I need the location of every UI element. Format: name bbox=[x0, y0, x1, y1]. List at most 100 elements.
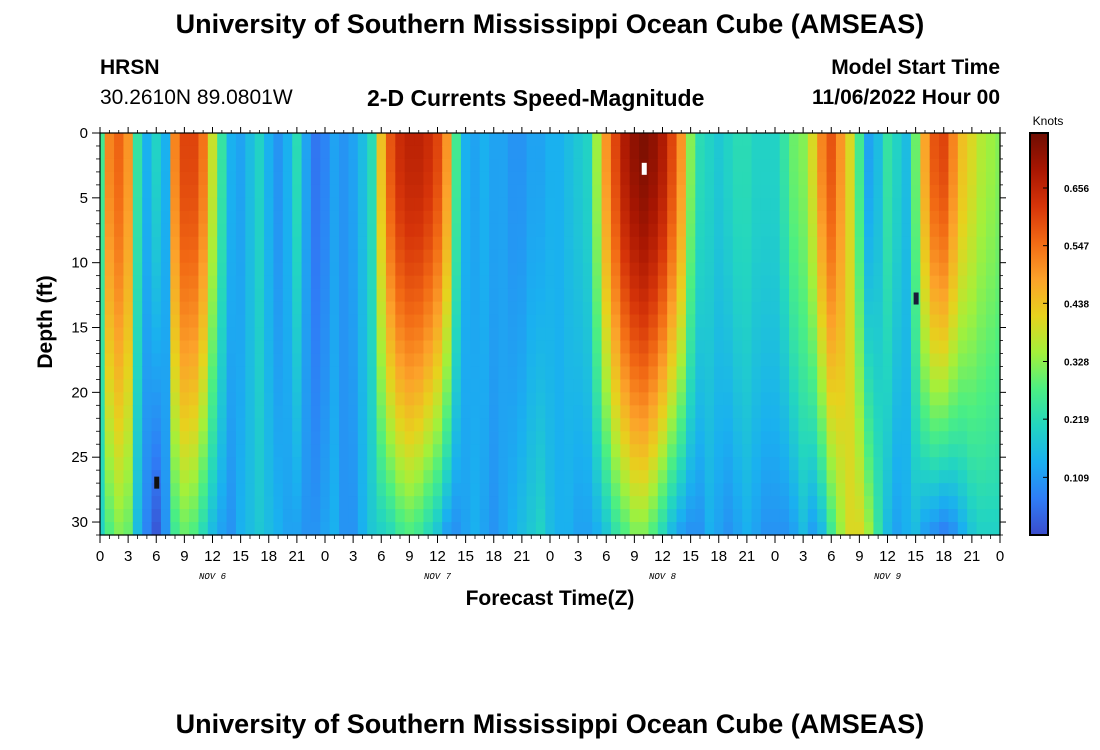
heatmap-cell bbox=[601, 301, 612, 316]
heatmap-cell bbox=[798, 522, 809, 536]
heatmap-cell bbox=[395, 171, 406, 186]
heatmap-cell bbox=[207, 314, 218, 329]
heatmap-cell bbox=[376, 470, 387, 484]
heatmap-cell bbox=[451, 262, 462, 277]
heatmap-cell bbox=[854, 353, 865, 368]
heatmap-cell bbox=[610, 340, 621, 355]
heatmap-cell bbox=[470, 470, 481, 484]
heatmap-cell bbox=[742, 314, 753, 329]
heatmap-cell bbox=[526, 366, 537, 380]
heatmap-cell bbox=[760, 288, 771, 303]
heatmap-cell bbox=[985, 353, 996, 368]
heatmap-cell bbox=[517, 249, 528, 264]
heatmap-cell bbox=[779, 184, 790, 199]
heatmap-cell bbox=[629, 288, 640, 303]
heatmap-cell bbox=[339, 184, 350, 199]
heatmap-cell bbox=[104, 301, 115, 316]
heatmap-cell bbox=[189, 340, 200, 355]
heatmap-cell bbox=[920, 236, 931, 251]
heatmap-cell bbox=[639, 249, 650, 264]
heatmap-cell bbox=[760, 522, 771, 536]
heatmap-cell bbox=[507, 483, 518, 497]
heatmap-cell bbox=[967, 418, 978, 432]
heatmap-cell bbox=[104, 236, 115, 251]
heatmap-cell bbox=[123, 457, 134, 471]
heatmap-cell bbox=[601, 405, 612, 419]
heatmap-cell bbox=[770, 405, 781, 419]
heatmap-cell bbox=[648, 405, 659, 419]
heatmap-cell bbox=[995, 301, 1001, 316]
heatmap-cell bbox=[189, 288, 200, 303]
heatmap-cell bbox=[573, 353, 584, 368]
heatmap-cell bbox=[310, 340, 321, 355]
heatmap-cell bbox=[723, 262, 734, 277]
heatmap-cell bbox=[207, 171, 218, 186]
heatmap-cell bbox=[985, 184, 996, 199]
heatmap-cell bbox=[423, 158, 434, 173]
heatmap-cell bbox=[714, 133, 725, 147]
heatmap-cell bbox=[160, 275, 171, 290]
heatmap-cell bbox=[789, 496, 800, 510]
heatmap-cell bbox=[760, 236, 771, 251]
heatmap-cell bbox=[845, 184, 856, 199]
heatmap-cell bbox=[395, 158, 406, 173]
heatmap-cell bbox=[939, 210, 950, 225]
heatmap-cell bbox=[967, 496, 978, 510]
heatmap-cell bbox=[714, 392, 725, 406]
heatmap-cell bbox=[751, 133, 762, 147]
heatmap-cell bbox=[592, 171, 603, 186]
heatmap-cell bbox=[526, 223, 537, 238]
heatmap-cell bbox=[451, 340, 462, 355]
heatmap-cell bbox=[292, 262, 303, 277]
heatmap-cell bbox=[564, 496, 575, 510]
heatmap-cell bbox=[854, 133, 865, 147]
heatmap-cell bbox=[245, 483, 256, 497]
heatmap-cell bbox=[479, 249, 490, 264]
heatmap-cell bbox=[582, 327, 593, 342]
heatmap-cell bbox=[639, 223, 650, 238]
heatmap-cell bbox=[920, 470, 931, 484]
heatmap-cell bbox=[479, 444, 490, 458]
heatmap-cell bbox=[217, 288, 228, 303]
heatmap-cell bbox=[601, 431, 612, 445]
heatmap-cell bbox=[348, 262, 359, 277]
heatmap-cell bbox=[845, 379, 856, 393]
heatmap-cell bbox=[639, 392, 650, 406]
heatmap-cell bbox=[264, 366, 275, 380]
heatmap-cell bbox=[667, 249, 678, 264]
heatmap-cell bbox=[742, 379, 753, 393]
heatmap-cell bbox=[545, 262, 556, 277]
heatmap-cell bbox=[601, 379, 612, 393]
heatmap-cell bbox=[217, 133, 228, 147]
heatmap-cell bbox=[873, 314, 884, 329]
heatmap-cell bbox=[657, 262, 668, 277]
heatmap-cell bbox=[873, 509, 884, 523]
heatmap-cell bbox=[226, 457, 237, 471]
heatmap-cell bbox=[967, 470, 978, 484]
heatmap-cell bbox=[695, 301, 706, 316]
heatmap-cell bbox=[142, 171, 153, 186]
heatmap-cell bbox=[939, 171, 950, 186]
heatmap-cell bbox=[807, 509, 818, 523]
heatmap-cell bbox=[629, 210, 640, 225]
heatmap-cell bbox=[226, 184, 237, 199]
heatmap-cell bbox=[282, 236, 293, 251]
heatmap-cell bbox=[385, 236, 396, 251]
heatmap-cell bbox=[667, 327, 678, 342]
heatmap-cell bbox=[245, 236, 256, 251]
heatmap-cell bbox=[948, 275, 959, 290]
heatmap-cell bbox=[114, 133, 125, 147]
heatmap-cell bbox=[507, 236, 518, 251]
heatmap-cell bbox=[723, 509, 734, 523]
heatmap-cell bbox=[554, 249, 565, 264]
heatmap-cell bbox=[601, 483, 612, 497]
heatmap-cell bbox=[967, 340, 978, 355]
heatmap-cell bbox=[517, 444, 528, 458]
heatmap-cell bbox=[132, 223, 143, 238]
heatmap-cell bbox=[957, 262, 968, 277]
heatmap-cell bbox=[835, 509, 846, 523]
heatmap-cell bbox=[498, 158, 509, 173]
heatmap-cell bbox=[142, 210, 153, 225]
heatmap-cell bbox=[385, 197, 396, 212]
heatmap-cell bbox=[292, 470, 303, 484]
